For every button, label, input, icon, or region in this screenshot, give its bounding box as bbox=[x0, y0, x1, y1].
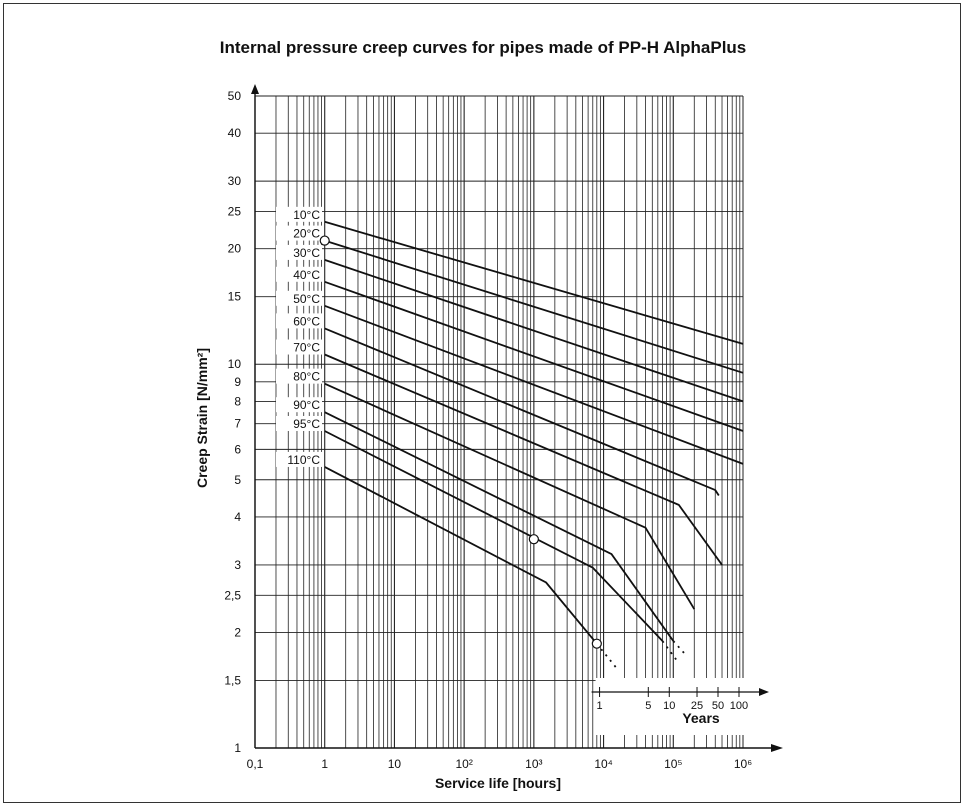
y-tick-label: 4 bbox=[234, 510, 241, 524]
series-label: 30°C bbox=[293, 246, 320, 260]
years-tick-label: 25 bbox=[691, 700, 703, 712]
series-line bbox=[324, 382, 696, 610]
series-label: 70°C bbox=[293, 341, 320, 355]
y-tick-label: 8 bbox=[234, 394, 241, 408]
series-line bbox=[324, 220, 744, 345]
x-tick-label: 10⁵ bbox=[664, 757, 682, 771]
grid bbox=[254, 95, 744, 749]
marker-point bbox=[319, 235, 330, 246]
series-label-bg bbox=[276, 339, 322, 355]
series-label-bg bbox=[276, 266, 322, 282]
series-line bbox=[324, 430, 664, 642]
series-label-bg bbox=[276, 415, 322, 431]
series-line bbox=[324, 280, 744, 432]
series-label-bg bbox=[276, 313, 322, 329]
series-label-bg bbox=[276, 244, 322, 260]
series-label: 10°C bbox=[293, 208, 320, 222]
y-tick-label: 6 bbox=[234, 442, 241, 456]
series-line bbox=[324, 259, 744, 403]
years-inset-bg bbox=[595, 678, 744, 735]
y-axis-label: Creep Strain [N/mm²] bbox=[194, 348, 210, 488]
y-tick-label: 10 bbox=[228, 357, 242, 371]
years-scale: 1 5 10 25 50 100 Years bbox=[591, 678, 769, 735]
x-axis-label: Service life [hours] bbox=[435, 775, 561, 791]
y-tick-label: 7 bbox=[234, 417, 241, 431]
years-axis-arrow bbox=[759, 688, 769, 696]
y-tick-label: 25 bbox=[228, 205, 242, 219]
marker-point bbox=[591, 638, 602, 649]
chart-title: Internal pressure creep curves for pipes… bbox=[219, 38, 747, 57]
x-tick-label: 10³ bbox=[525, 757, 542, 771]
series-lines: 10°C 20°C 30°C 40°C 50°C 60°C 70°C 80°C 90°C 95°C… bbox=[276, 206, 744, 671]
y-tick-label: 30 bbox=[228, 174, 242, 188]
y-tick-label: 40 bbox=[228, 126, 242, 140]
y-tick-label: 1,5 bbox=[224, 673, 241, 687]
series-label-bg bbox=[276, 206, 322, 222]
x-tick-label: 10⁴ bbox=[594, 757, 613, 771]
figure-frame bbox=[3, 3, 961, 803]
x-tick-label: 10² bbox=[455, 757, 472, 771]
y-tick-label: 3 bbox=[234, 558, 241, 572]
series-label: 90°C bbox=[293, 398, 320, 412]
x-axis-arrow bbox=[771, 744, 783, 752]
series-label-bg bbox=[276, 225, 322, 241]
axes bbox=[251, 84, 783, 752]
series-line bbox=[324, 327, 720, 496]
years-tick-label: 50 bbox=[712, 700, 724, 712]
marker-point bbox=[528, 534, 539, 545]
x-tick-label: 10⁶ bbox=[734, 757, 752, 771]
series-label: 50°C bbox=[293, 292, 320, 306]
x-tick-label: 0,1 bbox=[247, 757, 264, 771]
y-tick-label: 2 bbox=[234, 625, 241, 639]
y-tick-label: 9 bbox=[234, 375, 241, 389]
series-line bbox=[324, 466, 598, 645]
x-tick-label: 10 bbox=[388, 757, 402, 771]
years-tick-label: 10 bbox=[663, 700, 675, 712]
series-label: 110°C bbox=[287, 453, 320, 467]
markers bbox=[319, 235, 602, 649]
y-tick-label: 5 bbox=[234, 473, 241, 487]
series-label-bg bbox=[276, 290, 322, 306]
series-line bbox=[324, 239, 744, 374]
series-label-bg bbox=[276, 451, 322, 467]
series-line bbox=[324, 353, 723, 566]
series-line bbox=[324, 304, 744, 465]
series-label: 95°C bbox=[293, 417, 320, 431]
y-tick-label: 50 bbox=[228, 89, 242, 103]
years-axis-label: Years bbox=[682, 710, 720, 726]
x-tick-label: 1 bbox=[321, 757, 328, 771]
series-label: 20°C bbox=[293, 227, 320, 241]
series-label: 40°C bbox=[293, 268, 320, 282]
series-extrapolation bbox=[661, 640, 677, 661]
series-label: 60°C bbox=[293, 314, 320, 328]
series-line bbox=[324, 411, 675, 642]
y-tick-label: 20 bbox=[228, 242, 242, 256]
y-tick-label: 1 bbox=[234, 741, 241, 755]
series-extrapolation bbox=[672, 640, 687, 656]
series-label-bg bbox=[276, 368, 322, 384]
y-tick-label: 15 bbox=[228, 290, 242, 304]
years-tick-label: 5 bbox=[645, 700, 651, 712]
years-tick-label: 100 bbox=[730, 700, 748, 712]
series-label-bg bbox=[276, 397, 322, 413]
tick-labels: 0,1 1 10 10² 10³ 10⁴ 10⁵ 10⁶11,522,534567891015… bbox=[224, 89, 752, 771]
y-tick-label: 2,5 bbox=[224, 588, 241, 602]
y-axis-arrow bbox=[251, 84, 259, 94]
series-label: 80°C bbox=[293, 370, 320, 384]
years-tick-label: 1 bbox=[597, 700, 603, 712]
